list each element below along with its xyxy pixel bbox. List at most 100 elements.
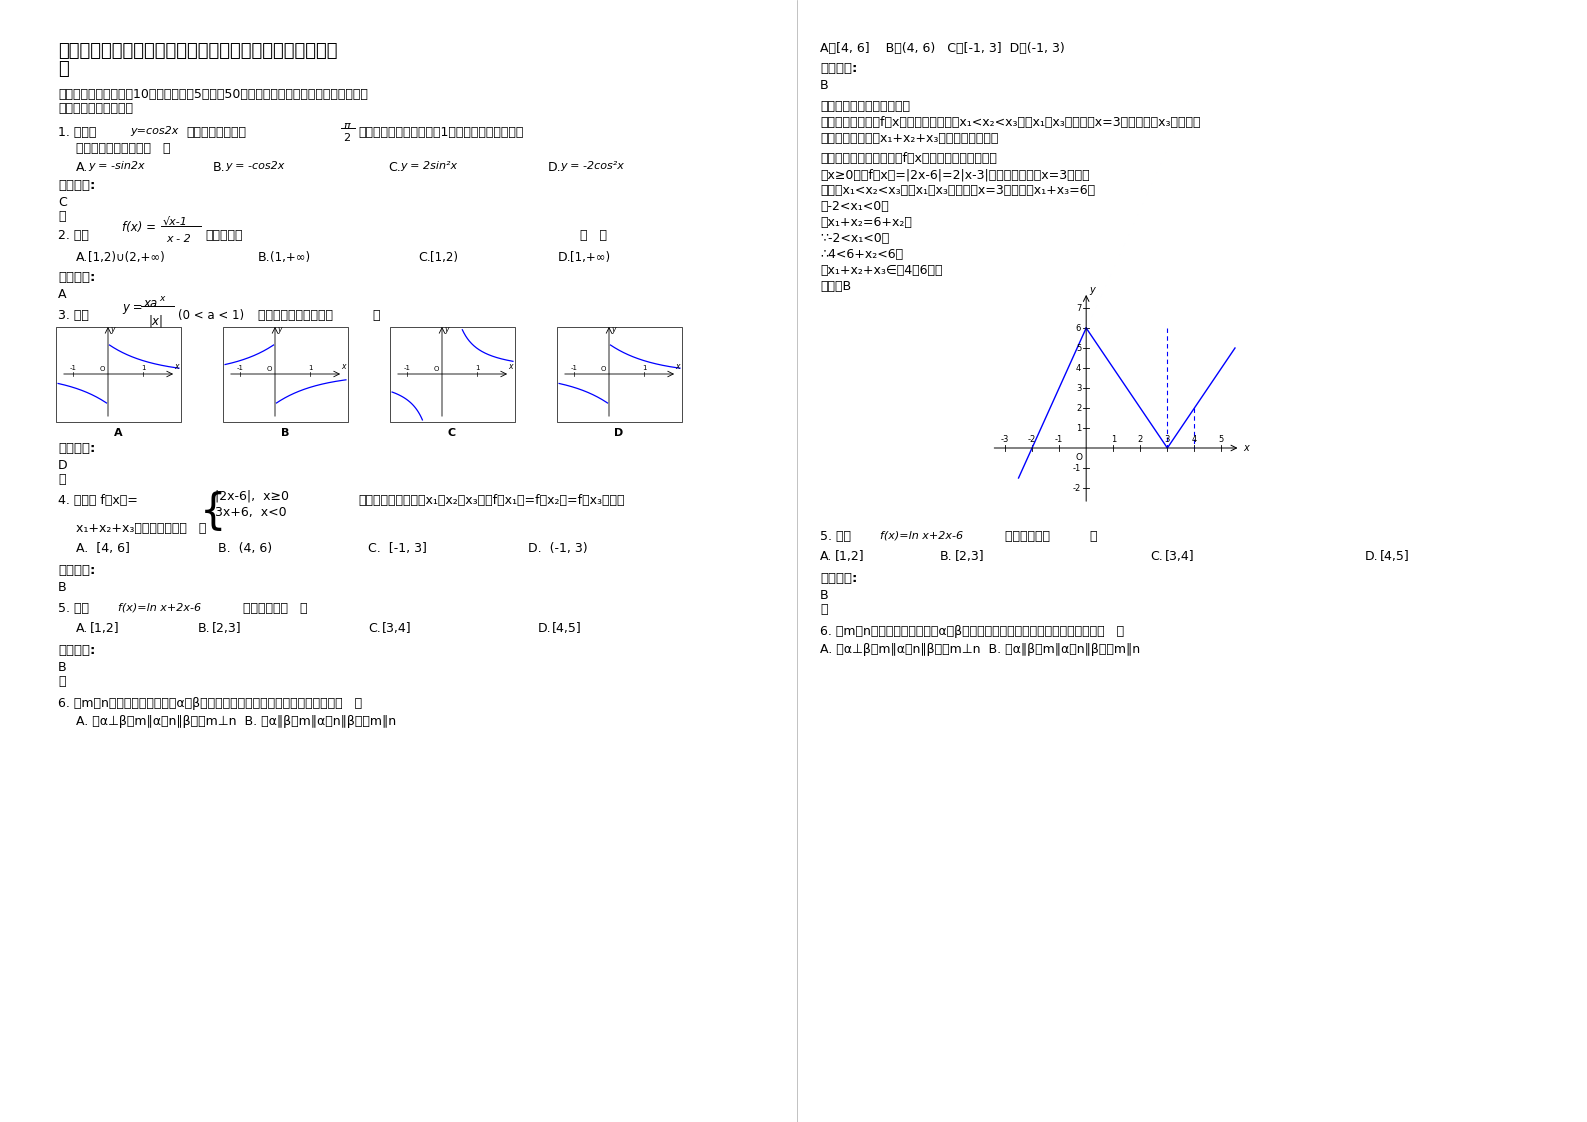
- Text: [3,4]: [3,4]: [1165, 550, 1195, 563]
- Text: D.: D.: [548, 160, 562, 174]
- Text: 1: 1: [641, 365, 646, 371]
- Text: A. 若α⊥β，m∥α，n∥β，则m⊥n  B. 若α∥β，m∥α，n∥β，则m∥n: A. 若α⊥β，m∥α，n∥β，则m⊥n B. 若α∥β，m∥α，n∥β，则m∥…: [820, 643, 1139, 656]
- Text: 参考答案:: 参考答案:: [820, 62, 857, 75]
- Text: 参考答案:: 参考答案:: [820, 572, 857, 585]
- Text: 略: 略: [59, 210, 65, 223]
- Text: 析: 析: [59, 59, 68, 79]
- Text: |x|: |x|: [149, 314, 163, 327]
- Text: C: C: [448, 427, 455, 438]
- Text: 3. 函数: 3. 函数: [59, 309, 89, 322]
- Text: C.: C.: [417, 251, 430, 264]
- Text: D.: D.: [559, 251, 571, 264]
- Text: 5: 5: [1219, 435, 1224, 444]
- Text: C.: C.: [368, 622, 381, 635]
- Text: 的定义域为: 的定义域为: [205, 229, 243, 242]
- Text: -1: -1: [403, 365, 411, 371]
- Text: 故选：B: 故选：B: [820, 280, 851, 293]
- Text: A.  [4, 6]: A. [4, 6]: [76, 542, 130, 555]
- Text: B.: B.: [259, 251, 271, 264]
- Text: x: x: [508, 362, 513, 371]
- Text: 3x+6,  x<0: 3x+6, x<0: [214, 506, 287, 519]
- Text: {: {: [200, 491, 227, 533]
- Text: y: y: [278, 325, 281, 334]
- Text: 【解答】解：先做出函数f（x）的图象，如图所示：: 【解答】解：先做出函数f（x）的图象，如图所示：: [820, 151, 997, 165]
- Text: (1,+∞): (1,+∞): [270, 251, 309, 264]
- Text: 参考答案:: 参考答案:: [59, 180, 95, 192]
- Text: 6. 设m、n是两条不同的直线，α、β是两个不同的平面，下列命题中正确的是（   ）: 6. 设m、n是两条不同的直线，α、β是两个不同的平面，下列命题中正确的是（ ）: [59, 697, 362, 710]
- Bar: [390, 327, 516, 422]
- Text: x₁+x₂+x₃的取值范围是（   ）: x₁+x₂+x₃的取值范围是（ ）: [76, 522, 206, 535]
- Text: y: y: [444, 325, 449, 334]
- Text: y: y: [110, 325, 114, 334]
- Text: B.: B.: [213, 160, 225, 174]
- Text: O: O: [267, 366, 271, 373]
- Bar: [56, 327, 181, 422]
- Text: y: y: [1089, 285, 1095, 295]
- Text: y: y: [611, 325, 616, 334]
- Text: f(x)=ln x+2x-6: f(x)=ln x+2x-6: [117, 603, 202, 611]
- Text: B: B: [820, 589, 828, 603]
- Text: 不妨设x₁<x₂<x₃，则x₁、x₃关于直线x=3对称，故x₁+x₃=6，: 不妨设x₁<x₂<x₃，则x₁、x₃关于直线x=3对称，故x₁+x₃=6，: [820, 184, 1095, 197]
- Text: [1,2): [1,2): [430, 251, 459, 264]
- Text: f(x)=ln x+2x-6: f(x)=ln x+2x-6: [881, 530, 963, 540]
- Text: A. 若α⊥β，m∥α，n∥β，则m⊥n  B. 若α∥β，m∥α，n∥β，则m∥n: A. 若α⊥β，m∥α，n∥β，则m⊥n B. 若α∥β，m∥α，n∥β，则m∥…: [76, 715, 397, 728]
- Text: 4. 设函数 f（x）=: 4. 设函数 f（x）=: [59, 494, 138, 507]
- Text: y = -2cos²x: y = -2cos²x: [560, 160, 624, 171]
- Text: 即x₁+x₂+x₃∈（4，6），: 即x₁+x₂+x₃∈（4，6），: [820, 264, 943, 277]
- Text: 1: 1: [1111, 435, 1116, 444]
- Text: 6: 6: [1076, 323, 1081, 332]
- Text: D.  (-1, 3): D. (-1, 3): [528, 542, 587, 555]
- Text: C.  [-1, 3]: C. [-1, 3]: [368, 542, 427, 555]
- Text: y = -cos2x: y = -cos2x: [225, 160, 284, 171]
- Text: C.: C.: [1151, 550, 1163, 563]
- Text: 江苏省常州市溧阳别桥中学高一数学理下学期期末试题含解: 江苏省常州市溧阳别桥中学高一数学理下学期期末试题含解: [59, 42, 338, 59]
- Text: 的零点位于（          ）: 的零点位于（ ）: [1005, 530, 1098, 543]
- Text: ∵-2<x₁<0，: ∵-2<x₁<0，: [820, 232, 889, 245]
- Text: 1: 1: [141, 365, 146, 371]
- Text: 2: 2: [1076, 404, 1081, 413]
- Text: C.: C.: [387, 160, 402, 174]
- Text: B: B: [281, 427, 289, 438]
- Text: [3,4]: [3,4]: [382, 622, 411, 635]
- Text: [1,2]: [1,2]: [90, 622, 119, 635]
- Text: 1. 将函数: 1. 将函数: [59, 126, 97, 139]
- Text: 是一个符合题目要求的: 是一个符合题目要求的: [59, 102, 133, 114]
- Text: -1: -1: [570, 365, 578, 371]
- Text: y = 2sin²x: y = 2sin²x: [400, 160, 457, 171]
- Text: [4,5]: [4,5]: [1381, 550, 1409, 563]
- Text: O: O: [1074, 453, 1082, 462]
- Text: 6. 设m、n是两条不同的直线，α、β是两个不同的平面，下列命题中正确的是（   ）: 6. 设m、n是两条不同的直线，α、β是两个不同的平面，下列命题中正确的是（ ）: [820, 625, 1124, 638]
- Text: x - 2: x - 2: [167, 234, 190, 243]
- Text: 【分析】做出函数f（x）的图象，不妨设x₁<x₂<x₃，则x₁、x₃关于直线x=3对称，求出x₃的范围，: 【分析】做出函数f（x）的图象，不妨设x₁<x₂<x₃，则x₁、x₃关于直线x=…: [820, 116, 1200, 129]
- Text: 的图象先向左平移: 的图象先向左平移: [186, 126, 246, 139]
- Text: ，若互不相等的实数x₁、x₂、x₃满足f（x₁）=f（x₂）=f（x₃），则: ，若互不相等的实数x₁、x₂、x₃满足f（x₁）=f（x₂）=f（x₃），则: [359, 494, 625, 507]
- Text: O: O: [100, 366, 105, 373]
- Text: D: D: [59, 459, 68, 472]
- Text: A.: A.: [820, 550, 832, 563]
- Text: 2: 2: [343, 134, 351, 142]
- Bar: [224, 327, 348, 422]
- Text: 则x₁+x₂=6+x₂，: 则x₁+x₂=6+x₂，: [820, 217, 913, 229]
- Text: 的图象的大致形状是（          ）: 的图象的大致形状是（ ）: [259, 309, 381, 322]
- Text: 7: 7: [1076, 303, 1081, 313]
- Text: -2: -2: [1073, 484, 1081, 493]
- Text: -2: -2: [1028, 435, 1036, 444]
- Text: |2x-6|,  x≥0: |2x-6|, x≥0: [214, 489, 289, 502]
- Text: x: x: [1243, 443, 1249, 453]
- Text: x: x: [175, 362, 178, 371]
- Text: x: x: [341, 362, 346, 371]
- Text: 1: 1: [475, 365, 479, 371]
- Text: 1: 1: [1076, 423, 1081, 432]
- Text: y=cos2x: y=cos2x: [130, 126, 178, 136]
- Text: 4: 4: [1192, 435, 1197, 444]
- Text: -3: -3: [1001, 435, 1009, 444]
- Text: [1,2)∪(2,+∞): [1,2)∪(2,+∞): [87, 251, 165, 264]
- Text: 参考答案:: 参考答案:: [59, 442, 95, 456]
- Text: 参考答案:: 参考答案:: [59, 644, 95, 657]
- Text: 略: 略: [59, 675, 65, 688]
- Text: [4,5]: [4,5]: [552, 622, 582, 635]
- Text: π: π: [343, 121, 349, 131]
- Text: xa: xa: [143, 297, 157, 310]
- Text: 个单位长度，再向上平移1个单位长度，所得图象: 个单位长度，再向上平移1个单位长度，所得图象: [359, 126, 524, 139]
- Text: 最后结合图象求得x₁+x₂+x₃的取值范围即可。: 最后结合图象求得x₁+x₂+x₃的取值范围即可。: [820, 132, 998, 145]
